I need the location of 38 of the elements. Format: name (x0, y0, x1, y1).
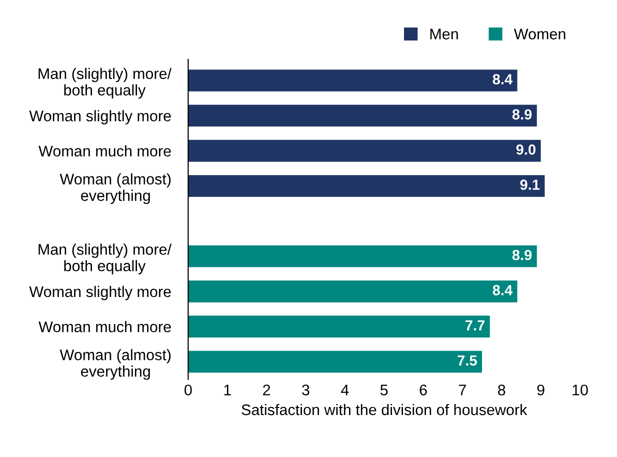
y-tick-label: Man (slightly) more/ both equally (38, 244, 172, 274)
bar (188, 175, 545, 197)
legend-label: Men (430, 28, 458, 40)
y-tick-label: Woman (almost) everything (60, 349, 171, 380)
x-tick-label: 3 (302, 384, 310, 396)
y-tick-label: Woman much more (38, 321, 171, 332)
data-label: 7.7 (466, 320, 485, 330)
bar (188, 140, 541, 162)
bar (188, 280, 518, 302)
data-label: 8.9 (512, 109, 532, 120)
legend-label: Women (514, 28, 566, 40)
data-label: 9.1 (520, 180, 540, 190)
x-tick-label: 5 (380, 384, 388, 396)
data-label: 7.5 (458, 355, 477, 366)
x-tick-label: 2 (263, 384, 270, 396)
y-tick-label: Woman slightly more (29, 286, 171, 300)
bar (188, 104, 537, 127)
data-label: 8.9 (512, 250, 532, 260)
x-tick-label: 0 (184, 384, 192, 396)
y-tick-label: Woman much more (38, 145, 171, 156)
bar (188, 350, 482, 373)
bar (188, 316, 490, 338)
x-tick-label: 9 (537, 384, 544, 396)
x-tick-label: 1 (224, 384, 231, 396)
data-label: 8.4 (492, 74, 513, 84)
data-label: 9.0 (516, 144, 536, 155)
data-label: 8.4 (492, 285, 513, 296)
bar (188, 70, 518, 92)
x-tick-label: 4 (341, 384, 349, 396)
y-tick-label: Woman slightly more (29, 110, 171, 124)
x-tick-label: 6 (420, 384, 427, 396)
x-tick-label: 8 (498, 384, 506, 396)
bar (188, 245, 537, 268)
x-tick-label: 7 (458, 384, 466, 396)
x-axis-title: Satisfaction with the division of housework (242, 404, 528, 416)
y-tick-label: Man (slightly) more/ both equally (38, 68, 172, 99)
y-tick-label: Woman (almost) everything (60, 173, 171, 204)
x-tick-label: 10 (572, 384, 588, 396)
